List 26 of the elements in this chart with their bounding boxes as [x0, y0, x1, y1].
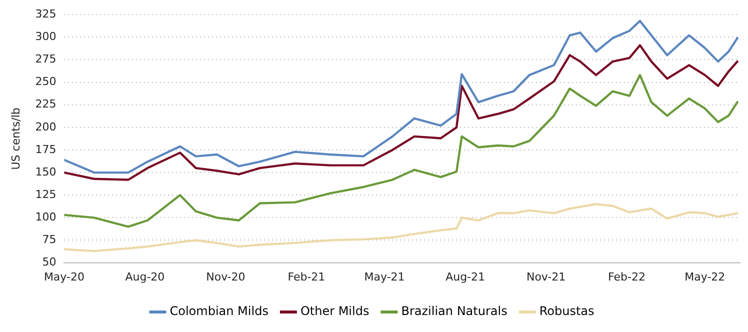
y-tick-label: 50 [42, 256, 56, 269]
x-tick-label: Feb-21 [288, 270, 326, 284]
y-tick-label: 200 [35, 120, 56, 134]
y-tick-label: 125 [35, 188, 56, 201]
x-tick-label: Aug-21 [446, 270, 486, 284]
x-tick-label: May-20 [44, 270, 84, 284]
x-tick-label: May-22 [684, 270, 726, 284]
legend-label: Brazilian Naturals [401, 304, 508, 318]
legend-label: Colombian Milds [170, 304, 268, 318]
y-tick-label: 75 [42, 233, 56, 246]
y-tick-label: 275 [35, 52, 56, 66]
x-tick-label: Feb-22 [608, 270, 646, 284]
y-tick-label: 100 [35, 210, 56, 224]
legend-label: Robustas [539, 304, 594, 318]
legend-label: Other Milds [300, 304, 370, 318]
y-tick-label: 325 [35, 7, 56, 20]
y-tick-label: 300 [35, 30, 56, 44]
x-tick-label: May-21 [364, 270, 405, 284]
y-tick-label: 175 [35, 142, 56, 156]
x-tick-label: Nov-20 [206, 270, 246, 284]
x-tick-label: Nov-21 [526, 270, 566, 284]
x-tick-label: Aug-20 [125, 270, 165, 284]
y-tick-label: 250 [35, 75, 56, 88]
y-tick-label: 150 [35, 165, 56, 178]
y-tick-label: 225 [35, 98, 56, 111]
y-axis-title: US cents/lb [9, 108, 22, 170]
